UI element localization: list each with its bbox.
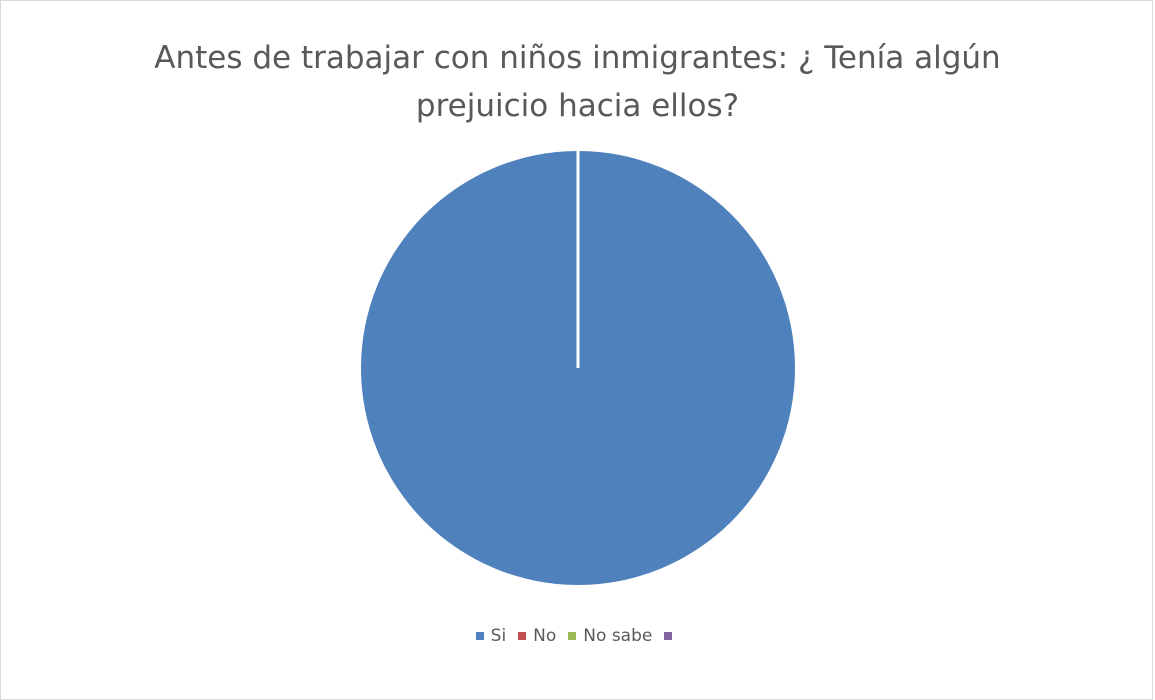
legend-swatch-no bbox=[518, 632, 527, 640]
chart-legend: Si No No sabe bbox=[0, 626, 1155, 646]
chart-title-line-2: prejuicio hacia ellos? bbox=[415, 88, 740, 124]
legend-swatch-no-sabe bbox=[568, 632, 577, 640]
legend-item-no-sabe: No sabe bbox=[568, 626, 652, 646]
pie-chart bbox=[361, 151, 795, 585]
legend-swatch-si bbox=[475, 632, 484, 640]
legend-item-no: No bbox=[518, 626, 556, 646]
chart-title-line-1: Antes de trabajar con niños inmigrantes:… bbox=[154, 40, 1001, 76]
legend-label-no: No bbox=[533, 626, 557, 646]
legend-swatch-empty bbox=[664, 632, 673, 640]
legend-item-empty bbox=[664, 632, 679, 640]
legend-label-si: Si bbox=[490, 626, 507, 646]
legend-item-si: Si bbox=[475, 626, 507, 646]
chart-title: Antes de trabajar con niños inmigrantes:… bbox=[0, 34, 1155, 130]
legend-label-no-sabe: No sabe bbox=[583, 626, 653, 646]
